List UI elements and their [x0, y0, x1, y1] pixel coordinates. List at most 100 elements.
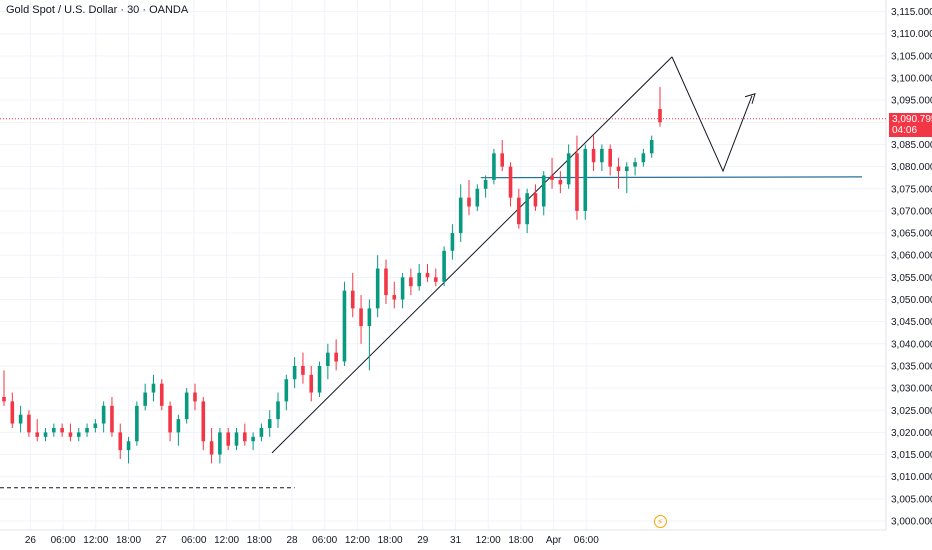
- bar-countdown: 04:06: [892, 124, 918, 136]
- price-tick-label: 3,000.000: [891, 517, 932, 528]
- candle-body: [284, 379, 289, 402]
- candle-body: [251, 436, 255, 442]
- candle-body: [350, 290, 355, 309]
- candle-body: [209, 441, 214, 455]
- candle-body: [467, 197, 471, 207]
- candle-body: [458, 197, 463, 234]
- price-tick-label: 3,115.000: [891, 7, 932, 18]
- time-tick-label: 12:00: [83, 535, 108, 546]
- candle-body: [259, 427, 264, 437]
- candle-body: [143, 392, 147, 406]
- candle-body: [135, 405, 139, 442]
- price-tick-label: 3,075.000: [891, 184, 932, 195]
- candle-body: [475, 188, 480, 207]
- candle-body: [541, 175, 546, 207]
- candle-body: [309, 374, 314, 393]
- candle-body: [367, 308, 372, 327]
- price-tick-label: 3,070.000: [891, 206, 932, 217]
- candle-body: [359, 308, 363, 327]
- candle-body: [384, 268, 388, 296]
- price-tick-label: 3,045.000: [891, 317, 932, 328]
- trend-line: [271, 56, 673, 454]
- candle-body: [93, 423, 98, 428]
- price-tick-label: 3,110.000: [891, 29, 932, 40]
- price-tick-label: 3,025.000: [891, 406, 932, 417]
- time-tick-label: 28: [286, 535, 298, 546]
- candle-body: [508, 166, 513, 198]
- candle-body: [159, 383, 164, 406]
- candle-body: [591, 148, 596, 163]
- price-tick-label: 3,065.000: [891, 229, 932, 240]
- time-tick-label: 18:00: [378, 535, 403, 546]
- price-tick-label: 3,080.000: [891, 162, 932, 173]
- price-tick-label: 3,030.000: [891, 384, 932, 395]
- candle-body: [525, 193, 529, 225]
- candle-body: [550, 175, 554, 180]
- lightning-icon[interactable]: ⚡: [653, 515, 667, 528]
- candle-body: [334, 352, 338, 362]
- time-tick-label: 18:00: [508, 535, 533, 546]
- candle-body: [558, 179, 563, 185]
- candle-body: [201, 401, 206, 442]
- time-tick-label: 12:00: [214, 535, 239, 546]
- time-tick-label: 18:00: [116, 535, 141, 546]
- candle-body: [226, 432, 231, 446]
- candle-body: [409, 277, 413, 287]
- candle-body: [76, 432, 81, 437]
- chart-title: Gold Spot / U.S. Dollar · 30 · OANDA: [6, 4, 188, 16]
- price-axis[interactable]: 3,115.000 3,110.000 3,105.000 3,100.000 3,09…: [891, 7, 932, 527]
- candle-body: [608, 148, 612, 167]
- candle-body: [110, 405, 114, 433]
- candle-body: [500, 153, 505, 167]
- candle-body: [641, 153, 646, 163]
- candle-body: [417, 272, 421, 287]
- current-price-badge: 3,090.795 04:06: [889, 112, 932, 137]
- price-tick-label: 3,010.000: [891, 472, 932, 483]
- candle-body: [425, 272, 430, 278]
- time-axis[interactable]: 26 06:00 12:00 18:00 27 06:00 12:00 18:00 28 06:0…: [25, 535, 599, 546]
- candle-body: [317, 365, 322, 393]
- candle-body: [184, 392, 189, 420]
- time-tick-label: 29: [417, 535, 429, 546]
- time-tick-label: 06:00: [574, 535, 599, 546]
- candle-body: [126, 441, 131, 451]
- candle-body: [600, 148, 604, 163]
- candle-body: [234, 432, 239, 446]
- candle-body: [151, 383, 156, 393]
- candle-body: [616, 166, 621, 172]
- candle-body: [326, 352, 330, 366]
- candle-body: [301, 365, 305, 375]
- candle-body: [243, 432, 247, 442]
- broker: OANDA: [149, 4, 189, 16]
- candle-body: [101, 405, 106, 424]
- time-tick-label: Apr: [546, 535, 562, 546]
- price-tick-label: 3,040.000: [891, 339, 932, 350]
- price-tick-label: 3,105.000: [891, 51, 932, 62]
- price-tick-label: 3,100.000: [891, 74, 932, 85]
- symbol-name: Gold Spot / U.S. Dollar: [6, 4, 118, 16]
- candle-body: [43, 432, 48, 437]
- candle-body: [118, 432, 123, 451]
- candle-body: [483, 179, 488, 189]
- title-separator: ·: [139, 4, 150, 16]
- candle-body: [400, 277, 405, 300]
- candle-body: [392, 295, 397, 300]
- candle-body: [442, 250, 446, 282]
- price-tick-label: 3,035.000: [891, 361, 932, 372]
- candle-body: [52, 427, 56, 433]
- candle-body: [18, 414, 23, 424]
- candle-body: [658, 109, 662, 123]
- price-tick-label: 3,015.000: [891, 450, 932, 461]
- candle-body: [633, 162, 637, 167]
- candle-body: [168, 405, 172, 433]
- title-separator: ·: [117, 4, 128, 16]
- candle-body: [433, 277, 438, 282]
- candle-body: [292, 365, 297, 380]
- candle-body: [624, 166, 629, 172]
- candle-body: [575, 153, 579, 211]
- support-line: [480, 176, 863, 179]
- candle-body: [450, 233, 455, 251]
- candle-body: [27, 414, 31, 433]
- time-tick-label: 27: [156, 535, 168, 546]
